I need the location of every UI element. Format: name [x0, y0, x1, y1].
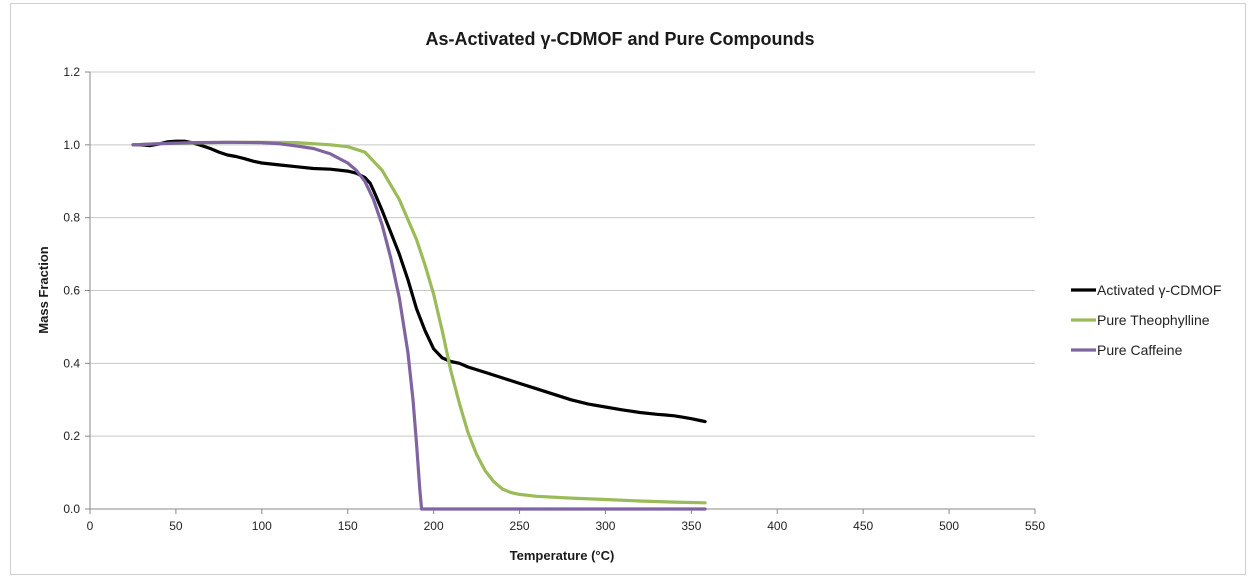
y-tick-label: 0.0 — [63, 502, 80, 516]
y-tick-label: 1.2 — [63, 65, 80, 79]
y-tick-label: 0.6 — [63, 284, 80, 298]
legend-label: Activated γ-CDMOF — [1097, 282, 1221, 298]
x-axis-ticks: 0 50 100 150 200 250 300 350 400 450 500 550 — [87, 519, 1046, 533]
y-axis-ticks: 0.0 0.2 0.4 0.6 0.8 1.0 1.2 — [63, 65, 80, 516]
x-tick-label: 300 — [595, 519, 615, 533]
y-tick-label: 0.8 — [63, 211, 80, 225]
x-tick-label: 400 — [767, 519, 787, 533]
y-tick-label: 0.2 — [63, 429, 80, 443]
chart-frame — [10, 3, 1246, 575]
series-line-2 — [131, 140, 707, 511]
x-tick-label: 350 — [681, 519, 701, 533]
series-line-1 — [131, 140, 707, 505]
y-axis-title: Mass Fraction — [36, 246, 51, 333]
chart-title: As-Activated γ-CDMOF and Pure Compounds — [425, 29, 814, 49]
y-tick-label: 1.0 — [63, 138, 80, 152]
x-axis-title: Temperature (°C) — [510, 548, 615, 563]
x-tick-label: 250 — [510, 519, 530, 533]
legend-label: Pure Theophylline — [1097, 312, 1210, 328]
legend-label: Pure Caffeine — [1097, 342, 1183, 358]
series-lines — [131, 139, 707, 511]
x-tick-label: 150 — [338, 519, 358, 533]
series-line-0 — [131, 139, 707, 424]
y-tick-label: 0.4 — [63, 356, 80, 370]
x-tick-label: 50 — [169, 519, 183, 533]
x-tick-label: 200 — [424, 519, 444, 533]
x-tick-label: 100 — [252, 519, 272, 533]
x-tick-label: 500 — [939, 519, 959, 533]
x-tick-label: 550 — [1025, 519, 1045, 533]
legend: Activated γ-CDMOF Pure Theophylline Pure C… — [1071, 282, 1221, 358]
gridlines — [85, 71, 1036, 514]
x-tick-label: 450 — [853, 519, 873, 533]
x-tick-label: 0 — [87, 519, 94, 533]
